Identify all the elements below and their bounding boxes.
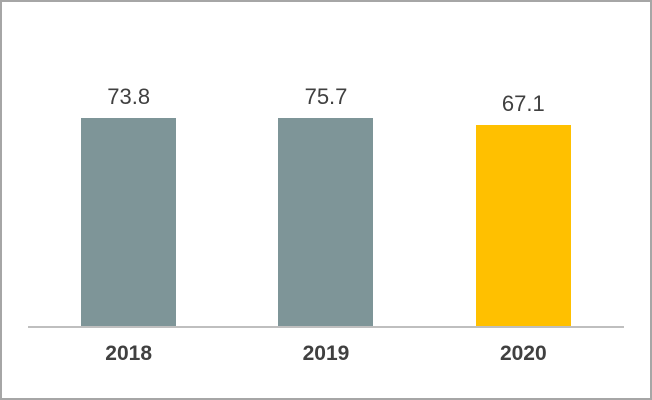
x-axis-line — [28, 326, 624, 328]
bar-2018 — [81, 118, 177, 326]
bar-value-label: 67.1 — [501, 91, 545, 116]
x-axis-labels: 2018 2019 2020 — [30, 342, 622, 366]
bar-column: 67.1 — [425, 86, 622, 326]
bar-value-label: 75.7 — [304, 84, 348, 109]
bar-2020 — [475, 125, 571, 326]
bar-column: 73.8 — [30, 86, 227, 326]
bar-column: 75.7 — [227, 86, 424, 326]
x-axis-label-2019: 2019 — [302, 342, 350, 365]
x-axis-label-2018: 2018 — [105, 342, 153, 365]
plot-area: 73.8 75.7 67.1 — [30, 86, 622, 326]
bar-2019 — [278, 118, 374, 326]
bar-value-label: 73.8 — [107, 84, 151, 109]
x-axis-label-2020: 2020 — [499, 342, 547, 365]
